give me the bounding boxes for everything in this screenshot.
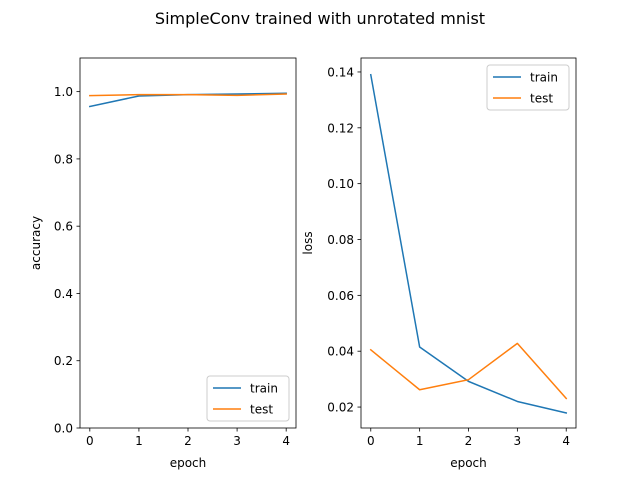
y-tick-label: 0.14 <box>327 65 354 79</box>
y-tick-label: 0.12 <box>327 121 354 135</box>
y-tick-label: 0.04 <box>327 345 354 359</box>
loss-chart: 0 1 2 3 4 0.02 0.04 0.06 0.08 0.10 0.12 0.14 epoch lo… <box>301 57 577 470</box>
y-tick-label: 1.0 <box>54 85 73 99</box>
y-tick-label: 0.0 <box>54 422 73 436</box>
y-tick-label: 0.10 <box>327 177 354 191</box>
y-tick-label: 0.02 <box>327 401 354 415</box>
series-line-test <box>89 93 287 97</box>
y-tick-label: 0.6 <box>54 220 73 234</box>
x-tick-label: 0 <box>367 434 375 448</box>
y-tick-label: 0.4 <box>54 287 73 301</box>
y-tick-label: 0.06 <box>327 289 354 303</box>
x-tick-label: 1 <box>416 434 424 448</box>
x-axis-label: epoch <box>450 456 487 470</box>
legend-label-train: train <box>530 71 558 85</box>
y-tick-label: 0.2 <box>54 354 73 368</box>
series-line-test <box>369 342 568 400</box>
x-tick-label: 0 <box>86 434 94 448</box>
y-tick-label: 0.08 <box>327 233 354 247</box>
legend-label-train: train <box>250 382 278 396</box>
figure-title: SimpleConv trained with unrotated mnist <box>155 9 485 28</box>
y-tick-label: 0.8 <box>54 152 73 166</box>
accuracy-chart: 0 1 2 3 4 0.0 0.2 0.4 0.6 0.8 1.0 epoch accuracy trai… <box>29 57 297 470</box>
x-tick-label: 2 <box>184 434 192 448</box>
legend: train test <box>486 64 570 111</box>
legend-label-test: test <box>250 403 273 417</box>
x-tick-label: 2 <box>465 434 473 448</box>
y-axis-label: loss <box>301 231 315 254</box>
series-line-train <box>369 73 568 414</box>
legend-label-test: test <box>530 92 553 106</box>
x-tick-label: 3 <box>514 434 522 448</box>
x-axis-label: epoch <box>170 456 207 470</box>
x-tick-label: 3 <box>233 434 241 448</box>
x-tick-label: 1 <box>135 434 143 448</box>
y-axis-label: accuracy <box>29 216 43 270</box>
x-tick-label: 4 <box>562 434 570 448</box>
x-tick-label: 4 <box>282 434 290 448</box>
legend: train test <box>206 375 290 422</box>
